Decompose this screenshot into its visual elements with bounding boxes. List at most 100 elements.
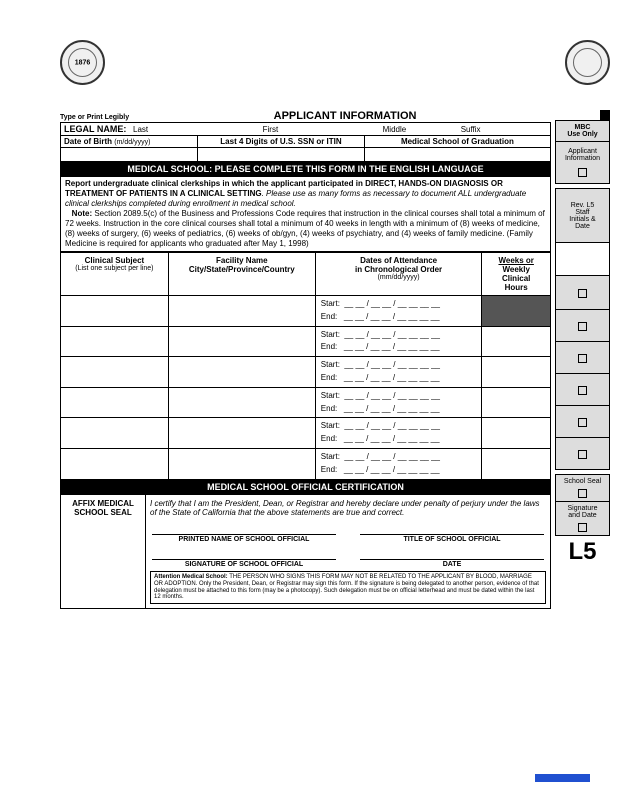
date-line[interactable] [360, 559, 544, 560]
checkbox-r2[interactable] [578, 322, 587, 331]
content-row: Type or Print Legibly APPLICANT INFORMAT… [60, 110, 610, 609]
cert-section-header: MEDICAL SCHOOL OFFICIAL CERTIFICATION [60, 480, 551, 494]
end-5: End: __ __ / __ __ / __ __ __ __ [321, 434, 440, 443]
clerkship-table: Clinical Subject (List one subject per l… [60, 252, 551, 480]
mbc-box: MBC Use Only Applicant Information [555, 120, 610, 184]
dates-1[interactable]: Start: __ __ / __ __ / __ __ __ __ End: _… [315, 296, 482, 327]
seal-left-icon [60, 40, 105, 85]
cert-body: I certify that I am the President, Dean,… [146, 494, 551, 609]
dates-2[interactable]: Start: __ __ / __ __ / __ __ __ __ End: _… [315, 326, 482, 357]
form-code: L5 [555, 538, 610, 566]
subj-3[interactable] [61, 357, 169, 388]
dob-header: Date of Birth (m/dd/yyyy) [61, 136, 198, 148]
col3-sub: (mm/dd/yyyy) [318, 274, 480, 281]
ssn-input[interactable] [198, 148, 365, 162]
suffix-label: Suffix [461, 125, 481, 134]
end-3: End: __ __ / __ __ / __ __ __ __ [321, 373, 440, 382]
middle-label: Middle [383, 125, 407, 134]
fac-4[interactable] [168, 387, 315, 418]
col1-header: Clinical Subject (List one subject per l… [61, 253, 169, 296]
checkbox-r1[interactable] [578, 289, 587, 298]
staff-initials-input[interactable] [555, 243, 610, 276]
side-column: MBC Use Only Applicant Information Rev. … [555, 110, 610, 609]
page: Type or Print Legibly APPLICANT INFORMAT… [0, 0, 640, 609]
rev-label: Rev. L5 Staff Initials & Date [555, 188, 610, 243]
checkbox-1[interactable] [578, 168, 587, 177]
cert-table: AFFIX MEDICAL SCHOOL SEAL I certify that… [60, 494, 551, 610]
sig-date-text: Signature and Date [568, 505, 598, 519]
printed-name-label: PRINTED NAME OF SCHOOL OFFICIAL [150, 536, 338, 543]
title-official-label: TITLE OF SCHOOL OFFICIAL [358, 536, 546, 543]
school-seal-label: School Seal [555, 474, 610, 502]
subj-4[interactable] [61, 387, 169, 418]
legal-name-label: LEGAL NAME: [64, 124, 126, 134]
instruction-table: Report undergraduate clinical clerkships… [60, 176, 551, 252]
col3-label: Dates of Attendance in Chronological Ord… [355, 256, 442, 274]
start-6: Start: __ __ / __ __ / __ __ __ __ [321, 452, 440, 461]
fac-6[interactable] [168, 448, 315, 479]
gradschool-input[interactable] [364, 148, 550, 162]
signature-line[interactable] [152, 559, 336, 560]
start-3: Start: __ __ / __ __ / __ __ __ __ [321, 360, 440, 369]
hrs-6[interactable] [482, 448, 551, 479]
dates-3[interactable]: Start: __ __ / __ __ / __ __ __ __ End: _… [315, 357, 482, 388]
cert-statement: I certify that I am the President, Dean,… [150, 499, 546, 518]
mbc-label: MBC Use Only [555, 120, 610, 142]
end-1: End: __ __ / __ __ / __ __ __ __ [321, 312, 440, 321]
checkbox-seal[interactable] [578, 489, 587, 498]
subj-2[interactable] [61, 326, 169, 357]
checkbox-r4[interactable] [578, 386, 587, 395]
checkbox-r5[interactable] [578, 418, 587, 427]
affix-seal-cell: AFFIX MEDICAL SCHOOL SEAL [61, 494, 146, 609]
seal-row [60, 40, 610, 90]
dates-5[interactable]: Start: __ __ / __ __ / __ __ __ __End: _… [315, 418, 482, 449]
blue-bar [535, 774, 590, 782]
legal-name-row[interactable]: LEGAL NAME: Last First Middle Suffix [61, 123, 551, 136]
cert-side-stack: School Seal Signature and Date [555, 474, 610, 536]
end-2: End: __ __ / __ __ / __ __ __ __ [321, 342, 440, 351]
subj-1[interactable] [61, 296, 169, 327]
note-label: Note: [72, 209, 92, 218]
date-label: DATE [358, 561, 546, 568]
subj-5[interactable] [61, 418, 169, 449]
attention-box: Attention Medical School: THE PERSON WHO… [150, 571, 546, 605]
chk-row-5 [555, 406, 610, 438]
rev-stack: Rev. L5 Staff Initials & Date [555, 188, 610, 470]
fac-2[interactable] [168, 326, 315, 357]
school-seal-text: School Seal [564, 478, 601, 485]
dob-label: Date of Birth [64, 137, 112, 146]
col3-header: Dates of Attendance in Chronological Ord… [315, 253, 482, 296]
hrs-5[interactable] [482, 418, 551, 449]
title-line[interactable] [360, 534, 544, 535]
fac-1[interactable] [168, 296, 315, 327]
applicant-info-label: Applicant Information [555, 142, 610, 184]
dates-4[interactable]: Start: __ __ / __ __ / __ __ __ __End: _… [315, 387, 482, 418]
dob-input[interactable] [61, 148, 198, 162]
col2-header: Facility Name City/State/Province/Countr… [168, 253, 315, 296]
instructions-cell: Report undergraduate clinical clerkships… [61, 177, 551, 252]
gradschool-header: Medical School of Graduation [364, 136, 550, 148]
ssn-header: Last 4 Digits of U.S. SSN or ITIN [198, 136, 365, 148]
printed-name-line[interactable] [152, 534, 336, 535]
fac-5[interactable] [168, 418, 315, 449]
start-2: Start: __ __ / __ __ / __ __ __ __ [321, 330, 440, 339]
checkbox-sig[interactable] [578, 523, 587, 532]
dates-6[interactable]: Start: __ __ / __ __ / __ __ __ __End: _… [315, 448, 482, 479]
last-label: Last [133, 125, 148, 134]
chk-row-3 [555, 342, 610, 374]
fac-3[interactable] [168, 357, 315, 388]
sig-date-label: Signature and Date [555, 502, 610, 536]
checkbox-r3[interactable] [578, 354, 587, 363]
col4-header: Weeks orWeeklyClinicalHours [482, 253, 551, 296]
hrs-4[interactable] [482, 387, 551, 418]
form-title: APPLICANT INFORMATION [139, 110, 551, 122]
title-row: Type or Print Legibly APPLICANT INFORMAT… [60, 110, 551, 122]
first-label: First [263, 125, 279, 134]
start-1: Start: __ __ / __ __ / __ __ __ __ [321, 299, 440, 308]
chk-row-1 [555, 276, 610, 310]
subj-6[interactable] [61, 448, 169, 479]
checkbox-r6[interactable] [578, 450, 587, 459]
hrs-2[interactable] [482, 326, 551, 357]
col4-label: Weeks orWeeklyClinicalHours [498, 256, 533, 292]
hrs-3[interactable] [482, 357, 551, 388]
